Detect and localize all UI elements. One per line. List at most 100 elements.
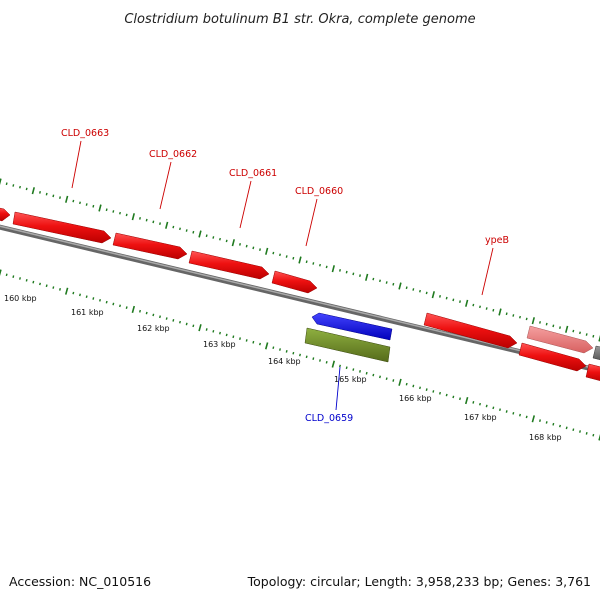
gene-label[interactable]: CLD_0662 <box>149 149 197 160</box>
minor-tick <box>5 273 8 277</box>
upper-tick-track <box>0 178 600 342</box>
minor-tick <box>579 331 581 335</box>
minor-tick <box>145 218 148 222</box>
gene-feature[interactable] <box>0 207 11 222</box>
major-tick <box>265 247 269 255</box>
minor-tick <box>572 428 575 432</box>
gene-pseudo[interactable] <box>526 325 594 354</box>
minor-tick <box>405 286 408 290</box>
minor-tick <box>119 304 121 308</box>
gene-grey-edge[interactable] <box>592 345 600 361</box>
major-tick <box>365 273 369 281</box>
kbp-tick-label: 167 kbp <box>464 413 497 422</box>
minor-tick <box>292 256 295 260</box>
minor-tick <box>205 328 208 331</box>
gene-ypeB[interactable] <box>423 312 518 349</box>
gene-label[interactable]: CLD_0660 <box>295 186 343 197</box>
gene-label[interactable]: ypeB <box>485 235 509 246</box>
minor-tick <box>425 291 428 295</box>
minor-tick <box>505 410 508 413</box>
minor-tick <box>259 342 261 346</box>
minor-tick <box>379 279 381 283</box>
rna-feature[interactable] <box>304 327 391 363</box>
minor-tick <box>585 432 588 435</box>
minor-tick <box>512 314 515 317</box>
gene-label[interactable]: CLD_0659 <box>305 413 353 424</box>
major-tick <box>598 433 600 441</box>
minor-tick <box>292 351 295 355</box>
gene-label[interactable]: CLD_0663 <box>61 128 109 139</box>
minor-tick <box>52 286 55 289</box>
major-tick <box>464 396 469 405</box>
gene-CLD_0660[interactable] <box>271 270 318 294</box>
minor-tick <box>245 339 248 342</box>
minor-tick <box>359 274 361 277</box>
minor-tick <box>219 237 221 241</box>
minor-tick <box>452 298 455 302</box>
major-tick <box>31 187 35 195</box>
major-tick <box>198 324 202 332</box>
minor-tick <box>539 321 541 324</box>
major-tick <box>0 269 2 277</box>
minor-tick <box>205 234 208 238</box>
kbp-tick-label: 164 kbp <box>268 357 301 366</box>
major-tick <box>598 334 600 342</box>
minor-tick <box>152 313 155 317</box>
kbp-labels: 160 kbp 161 kbp 162 kbp 163 kbp 164 kbp … <box>4 294 562 442</box>
minor-tick <box>419 289 421 293</box>
major-tick <box>131 213 135 221</box>
minor-tick <box>125 213 128 217</box>
minor-tick <box>285 350 288 353</box>
minor-tick <box>492 406 495 410</box>
minor-tick <box>159 222 161 225</box>
minor-tick <box>79 293 81 297</box>
minor-tick <box>572 329 575 333</box>
minor-tick <box>459 397 461 401</box>
major-tick <box>98 204 102 212</box>
minor-tick <box>259 248 261 251</box>
minor-tick <box>479 305 481 309</box>
minor-tick <box>152 220 155 224</box>
minor-tick <box>552 422 555 426</box>
gene-label[interactable]: CLD_0661 <box>229 168 277 179</box>
minor-tick <box>179 227 181 231</box>
gene-CLD_0663[interactable] <box>12 211 112 244</box>
genome-axis <box>0 224 600 374</box>
minor-tick <box>19 277 21 280</box>
kbp-tick-label: 161 kbp <box>71 308 104 317</box>
minor-tick <box>225 239 228 243</box>
minor-tick <box>252 340 255 344</box>
minor-tick <box>419 386 421 390</box>
minor-tick <box>485 307 488 310</box>
minor-tick <box>485 404 488 408</box>
major-tick <box>531 415 536 423</box>
minor-tick <box>565 426 568 430</box>
minor-tick <box>279 253 281 257</box>
minor-tick <box>85 203 88 206</box>
gene-feature-right[interactable] <box>518 342 587 372</box>
minor-tick <box>385 281 388 284</box>
minor-tick <box>239 337 241 340</box>
major-tick <box>331 265 335 273</box>
minor-tick <box>105 300 108 304</box>
minor-tick <box>159 315 161 319</box>
minor-tick <box>499 408 501 412</box>
gene-CLD_0661[interactable] <box>188 250 270 280</box>
minor-tick <box>325 265 328 269</box>
minor-tick <box>545 322 548 326</box>
minor-tick <box>505 312 508 316</box>
kbp-tick-label: 165 kbp <box>334 375 367 384</box>
minor-tick <box>345 270 348 274</box>
minor-tick <box>319 359 321 362</box>
minor-tick <box>19 185 21 189</box>
gene-CLD_0662[interactable] <box>112 232 188 260</box>
major-tick <box>231 239 235 247</box>
minor-tick <box>299 353 301 357</box>
gene-CLD_0659[interactable] <box>311 312 393 341</box>
minor-tick <box>252 246 255 250</box>
minor-tick <box>172 319 175 322</box>
minor-tick <box>339 364 341 368</box>
gene-labels: CLD_0663 CLD_0662 CLD_0661 CLD_0660 ypeB… <box>61 128 509 424</box>
major-tick <box>531 317 535 325</box>
forward-genes <box>0 207 600 381</box>
